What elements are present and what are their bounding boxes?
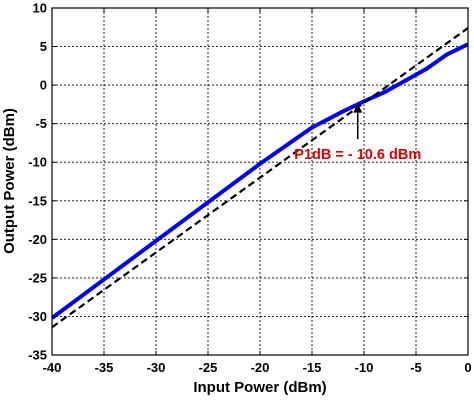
x-tick-label: -15 [303, 360, 322, 375]
linear-reference-line [52, 27, 468, 329]
x-axis-title: Input Power (dBm) [193, 379, 326, 396]
x-tick-label: -35 [95, 360, 114, 375]
axis-ticks: -40 -35 -30 -25 -20 -15 -10 -5 0-35-30-25-20-15-… [28, 1, 471, 376]
y-tick-label: -20 [28, 232, 47, 247]
x-tick-label: 0 [464, 360, 471, 375]
series-group [52, 27, 468, 329]
annotation-arrow-head [353, 103, 363, 113]
x-tick-label: -25 [199, 360, 218, 375]
y-tick-label: -15 [28, 193, 47, 208]
y-tick-label: -30 [28, 309, 47, 324]
y-axis-title: Output Power (dBm) [1, 108, 18, 254]
x-tick-label: -30 [147, 360, 166, 375]
y-tick-label: -10 [28, 155, 47, 170]
y-tick-label: 10 [33, 1, 47, 16]
y-tick-label: 5 [40, 39, 47, 54]
x-tick-label: -20 [251, 360, 270, 375]
p1db-annotation-label: P1dB = - 10.6 dBm [294, 147, 421, 163]
y-tick-label: 0 [40, 78, 47, 93]
x-tick-label: -10 [355, 360, 374, 375]
x-tick-label: -40 [43, 360, 62, 375]
y-tick-label: -35 [28, 348, 47, 363]
y-tick-label: -25 [28, 270, 47, 285]
annotation-group: P1dB = - 10.6 dBm [294, 103, 421, 163]
y-tick-label: -5 [35, 116, 47, 131]
x-tick-label: -5 [410, 360, 422, 375]
output-power-line [52, 42, 468, 320]
